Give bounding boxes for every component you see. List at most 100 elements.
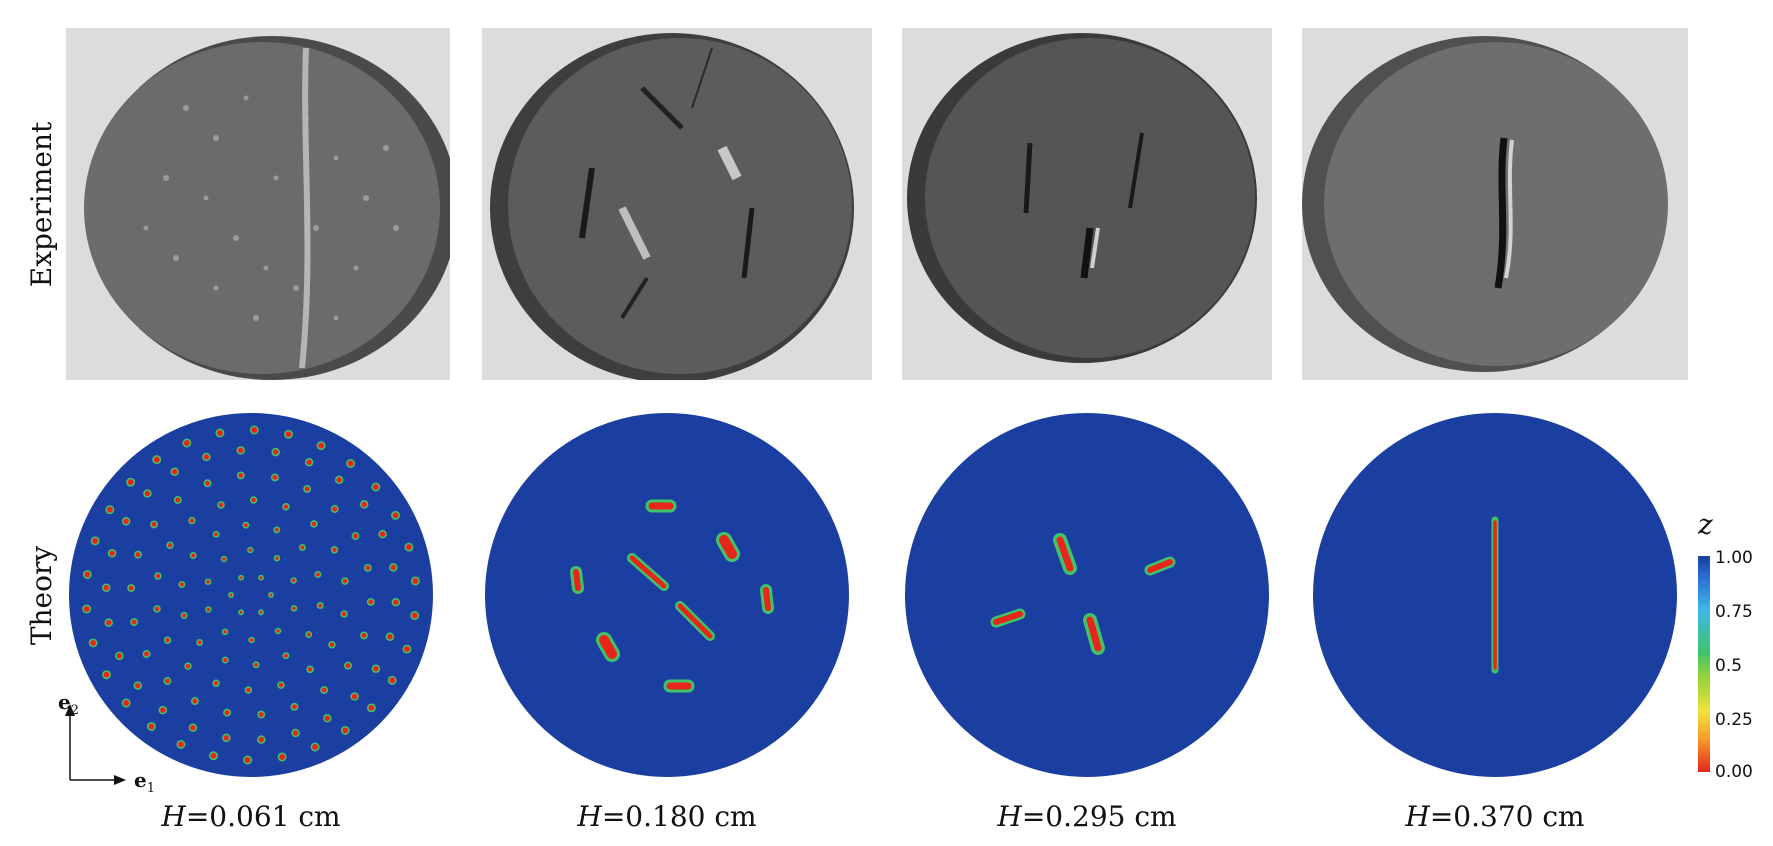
defect-dot [290, 702, 299, 711]
defect-dot [133, 681, 143, 690]
colorbar-tick: 0.25 [1715, 710, 1753, 730]
defect-dot [291, 728, 300, 738]
theory-sim-2 [482, 410, 852, 780]
defect-dot [180, 612, 188, 619]
defect-dot [268, 592, 274, 598]
defect-dot [150, 520, 158, 529]
defect-dot [121, 698, 131, 708]
defect-dot [371, 664, 381, 673]
axis-e1-label: e1 [134, 768, 156, 796]
defect-dot [323, 714, 332, 723]
coordinate-axes [60, 690, 160, 790]
defect-dot [228, 592, 234, 598]
defect-dot [314, 571, 322, 578]
colorbar [1698, 556, 1710, 772]
defect-dot [247, 546, 254, 554]
experiment-label: Experiment [25, 121, 59, 287]
defect-dot [88, 638, 98, 648]
defect-dot [334, 475, 344, 485]
defect-dot [385, 632, 395, 641]
defect-dot [242, 521, 250, 529]
defect-dot [410, 611, 420, 620]
defect-dot [303, 484, 312, 493]
defect-dot [190, 697, 199, 706]
defect-dot [366, 597, 375, 606]
defect-dot [222, 733, 231, 743]
defect-dot [270, 473, 279, 482]
defect-dot [90, 536, 100, 546]
defect-dot [215, 428, 225, 438]
defect-dot [188, 723, 198, 733]
defect-dot [306, 665, 314, 674]
defect-dot [146, 722, 156, 731]
defect-dot [310, 742, 320, 752]
defect-dot [182, 438, 192, 448]
defect-dot [154, 572, 162, 580]
defect-dot [389, 563, 398, 572]
theory-label: Theory [25, 545, 59, 645]
defect-dot [330, 546, 339, 554]
defect-dot [166, 541, 174, 550]
defect-dot [238, 609, 244, 616]
defect-dot [340, 610, 348, 618]
defect-dot [221, 628, 229, 636]
defect-dot [271, 447, 280, 457]
defect-dot [257, 710, 266, 719]
defect-dot [391, 510, 400, 520]
caption-2: H=0.180 cm [577, 800, 757, 833]
theory-sim-4 [1310, 410, 1680, 780]
defect-dot [346, 459, 356, 468]
defect-dot [102, 670, 111, 680]
defect-dot [371, 482, 381, 492]
defect-dot [410, 576, 420, 586]
defect-dot [82, 604, 92, 614]
defect-dot [142, 650, 151, 658]
defect-dot [152, 455, 162, 465]
defect-dot [391, 598, 401, 607]
experiment-photo-2 [482, 28, 872, 380]
defect-dot [282, 652, 290, 660]
colorbar-tick: 0.5 [1715, 656, 1743, 676]
defect-dot [350, 692, 359, 701]
defect-dot [304, 457, 314, 467]
defect-dot [249, 425, 259, 435]
defect-dot [205, 606, 212, 613]
defect-dot [378, 529, 387, 539]
colorbar-tick: 0.00 [1715, 762, 1753, 782]
defect-dot [82, 570, 92, 579]
defect-dot [258, 574, 264, 581]
defect-dot [170, 467, 179, 476]
defect-dot [178, 581, 186, 588]
row-label-experiment: Experiment [14, 28, 70, 380]
defect-dot [290, 577, 297, 584]
defect-dot [257, 735, 266, 744]
defect-dot [316, 602, 324, 609]
defect-dot [173, 495, 182, 504]
defect-dot [277, 752, 287, 762]
theory-sim-3 [902, 410, 1272, 780]
defect-dot [298, 544, 306, 551]
caption-3: H=0.295 cm [997, 800, 1177, 833]
experiment-photo-4 [1302, 28, 1688, 380]
defect-dot [290, 605, 298, 612]
defect-dot [217, 501, 225, 509]
defect-dot [344, 661, 352, 670]
defect-dot [330, 505, 339, 513]
defect-dot [220, 555, 228, 563]
defect-dot [223, 708, 232, 717]
axis-e2-label: e2 [58, 690, 80, 718]
defect-dot [249, 496, 258, 504]
defect-dot [184, 662, 192, 670]
defect-dot [115, 651, 124, 661]
defect-dot [387, 675, 397, 685]
defect-dot [104, 618, 113, 627]
caption-4: H=0.370 cm [1405, 800, 1585, 833]
defect-dot [130, 618, 139, 627]
defect-dot [126, 477, 136, 487]
defect-dot [107, 549, 117, 558]
defect-dot [105, 505, 115, 515]
defect-dot [153, 605, 161, 613]
defect-dot [310, 520, 318, 528]
defect-dot [282, 502, 290, 511]
defect-dot [212, 679, 220, 688]
